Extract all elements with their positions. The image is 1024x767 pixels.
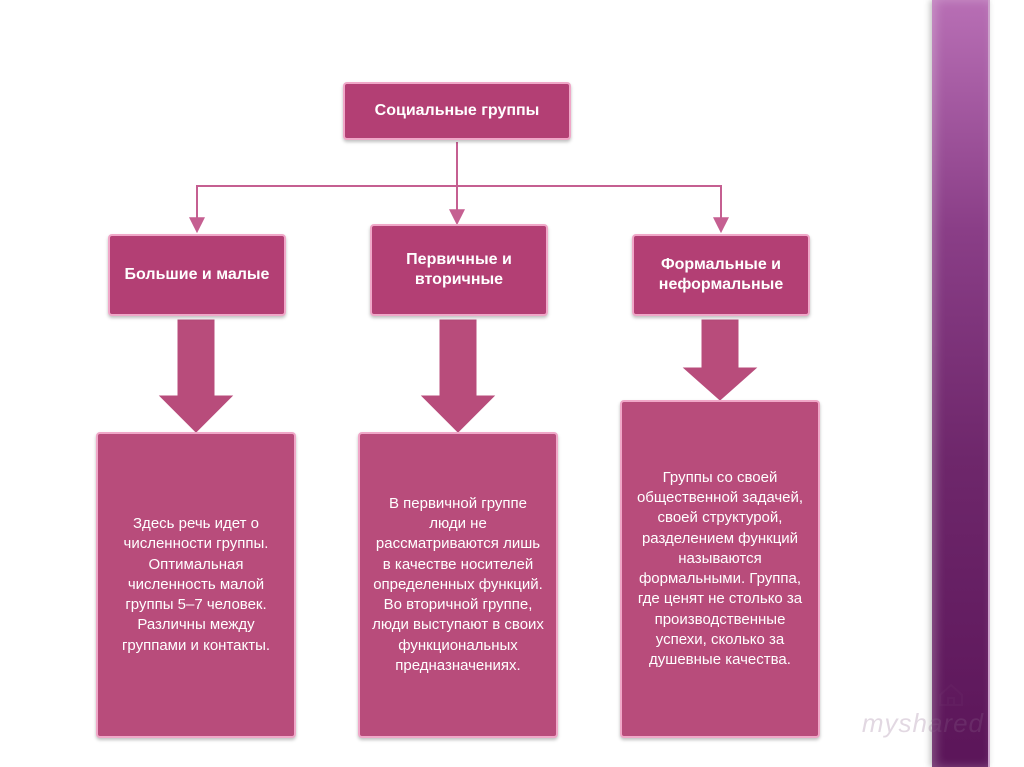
- description-text: В первичной группе люди не рассматривают…: [370, 494, 546, 676]
- watermark-house-icon: [936, 681, 966, 707]
- description-text: Здесь речь идет о численности группы. Оп…: [108, 514, 284, 656]
- description-text: Группы со своей общественной задачей, св…: [632, 468, 808, 671]
- category-box-2: Первичные и вторичные: [370, 224, 548, 316]
- description-box-1: Здесь речь идет о численности группы. Оп…: [96, 432, 296, 738]
- category-box-3: Формальные и неформальные: [632, 234, 810, 316]
- root-label: Социальные группы: [375, 102, 540, 120]
- decorative-sidebar: [932, 0, 990, 767]
- category-label: Первичные и вторичные: [382, 250, 536, 290]
- watermark-text: myshared: [862, 708, 984, 739]
- slide: Социальные группы Большие и малые Первич…: [0, 0, 1024, 767]
- root-connectors: [197, 142, 721, 230]
- category-label: Формальные и неформальные: [644, 255, 798, 295]
- category-label: Большие и малые: [125, 265, 270, 285]
- description-box-2: В первичной группе люди не рассматривают…: [358, 432, 558, 738]
- root-box: Социальные группы: [343, 82, 571, 140]
- category-box-1: Большие и малые: [108, 234, 286, 316]
- description-box-3: Группы со своей общественной задачей, св…: [620, 400, 820, 738]
